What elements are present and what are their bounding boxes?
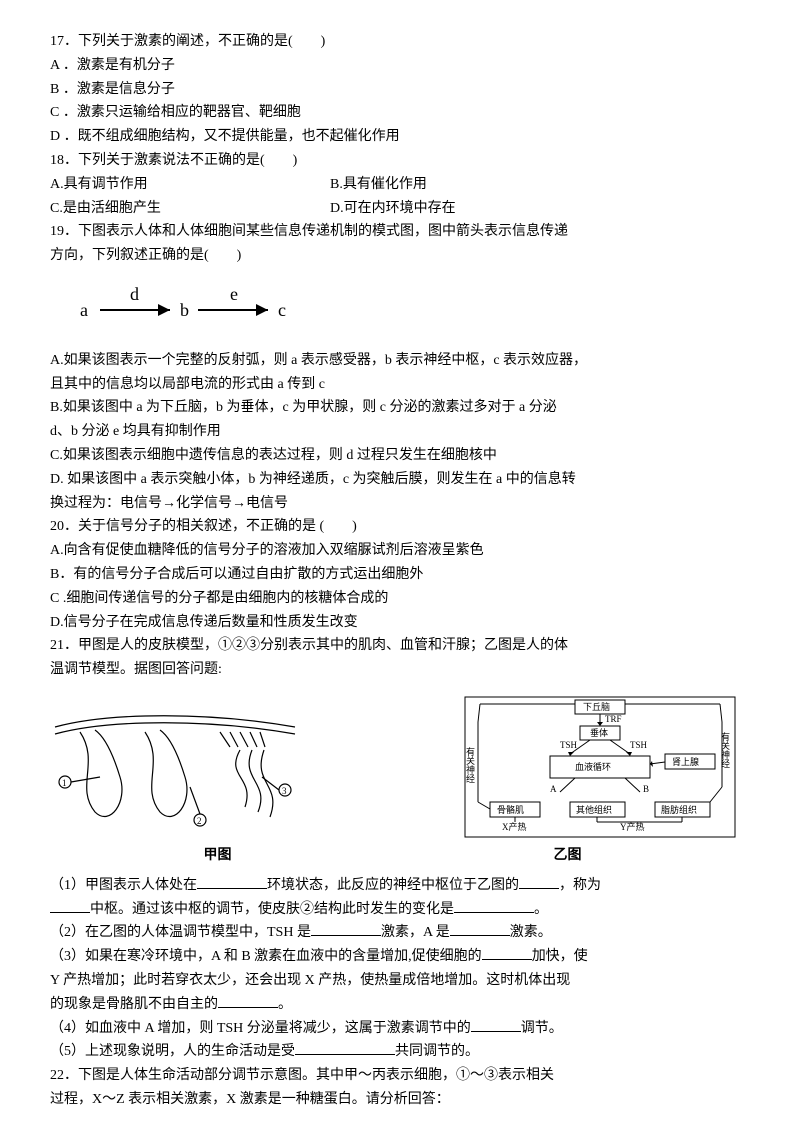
node-c: c <box>278 300 286 320</box>
q20-b: B．有的信号分子合成后可以通过自由扩散的方式运出细胞外 <box>50 563 750 587</box>
q17-b: B ．激素是信息分子 <box>50 78 750 102</box>
blank <box>50 899 90 913</box>
svg-text:骨骼肌: 骨骼肌 <box>497 804 524 815</box>
q21-p3-e: 。 <box>278 997 292 1012</box>
q21-p1-l1: （1）甲图表示人体处在 环境状态，此反应的神经中枢位于乙图的 ，称为 <box>50 874 750 898</box>
q17-d: D ．既不组成细胞结构，又不提供能量，也不起催化作用 <box>50 125 750 149</box>
q21-p1-l2: 中枢。通过该中枢的调节，使皮肤②结构此时发生的变化是 。 <box>50 898 750 922</box>
svg-text:垂体: 垂体 <box>590 727 608 738</box>
q21-p1-c: ，称为 <box>559 878 601 893</box>
q21-p5-b: 共同调节的。 <box>395 1044 479 1059</box>
blank <box>519 875 559 889</box>
q18-row-ab: A.具有调节作用B.具有催化作用 <box>50 173 750 197</box>
q21-p2: （2）在乙图的人体温调节模型中，TSH 是 激素，A 是 激素。 <box>50 921 750 945</box>
q18-a: A.具有调节作用 <box>50 173 330 197</box>
svg-text:A: A <box>550 784 557 794</box>
q21-p3-l2: Y 产热增加；此时若穿衣太少，还会出现 X 产热，使热量成倍地增加。这时机体出现 <box>50 969 750 993</box>
q21-p3-d: 的现象是骨胳肌不由自主的 <box>50 997 218 1012</box>
q21-figure-b: 下丘脑 TRF 垂体 TSH TSH 血液循环 肾上腺 有关神经 有关神经 A … <box>450 692 750 842</box>
svg-text:Y产热: Y产热 <box>620 821 645 832</box>
q19-a-1: A.如果该图表示一个完整的反射弧，则 a 表示感受器，b 表示神经中枢，c 表示… <box>50 349 750 373</box>
q18-d: D.可在内环境中存在 <box>330 197 456 221</box>
svg-text:TRF: TRF <box>605 714 622 724</box>
q21-captions: 甲图 乙图 <box>50 844 750 868</box>
node-a: a <box>80 300 88 320</box>
svg-text:1: 1 <box>62 778 67 788</box>
q19-d-2: 换过程为：电信号→化学信号→电信号 <box>50 492 750 516</box>
svg-text:肾上腺: 肾上腺 <box>672 756 699 767</box>
svg-text:血液循环: 血液循环 <box>575 761 611 772</box>
blank <box>454 899 534 913</box>
svg-text:2: 2 <box>197 816 202 826</box>
svg-text:有关神经: 有关神经 <box>465 746 475 783</box>
q21-p3-l3: 的现象是骨胳肌不由自主的 。 <box>50 993 750 1017</box>
q21-figures: 1 2 3 下丘脑 TRF 垂体 TSH TSH 血液循环 肾上腺 有关神经 <box>50 692 750 842</box>
svg-text:X产热: X产热 <box>502 821 527 832</box>
q20-a: A.向含有促使血糖降低的信号分子的溶液加入双缩脲试剂后溶液呈紫色 <box>50 539 750 563</box>
q19-d-1: D. 如果该图中 a 表示突触小体，b 为神经递质，c 为突触后膜，则发生在 a… <box>50 468 750 492</box>
svg-text:3: 3 <box>282 786 287 796</box>
q17-c: C ．激素只运输给相应的靶器官、靶细胞 <box>50 101 750 125</box>
q21-p2-a: （2）在乙图的人体温调节模型中，TSH 是 <box>50 925 311 940</box>
svg-text:TSH: TSH <box>630 740 648 750</box>
q22-l2: 过程，X～Z 表示相关激素，X 激素是一种糖蛋白。请分析回答： <box>50 1088 750 1112</box>
q21-p5-a: （5）上述现象说明，人的生命活动是受 <box>50 1044 295 1059</box>
blank <box>311 923 381 937</box>
q17-stem: 17．下列关于激素的阐述，不正确的是( ) <box>50 30 750 54</box>
blank <box>197 875 267 889</box>
q18-stem: 18．下列关于激素说法不正确的是( ) <box>50 149 750 173</box>
q21-p2-c: 激素。 <box>510 925 552 940</box>
q21-p1-e: 。 <box>534 902 548 917</box>
q18-c: C.是由活细胞产生 <box>50 197 330 221</box>
q20-stem: 20．关于信号分子的相关叙述，不正确的是 ( ) <box>50 515 750 539</box>
q21-p5: （5）上述现象说明，人的生命活动是受 共同调节的。 <box>50 1040 750 1064</box>
q21-stem-2: 温调节模型。据图回答问题: <box>50 658 750 682</box>
q19-b-2: d、b 分泌 e 均具有抑制作用 <box>50 420 750 444</box>
q21-figure-a: 1 2 3 <box>50 692 320 842</box>
caption-a: 甲图 <box>83 844 353 868</box>
q18-b: B.具有催化作用 <box>330 173 427 197</box>
q20-c: C .细胞间传递信号的分子都是由细胞内的核糖体合成的 <box>50 587 750 611</box>
q21-p1-b: 环境状态，此反应的神经中枢位于乙图的 <box>267 878 519 893</box>
q19-b-1: B.如果该图中 a 为下丘脑，b 为垂体，c 为甲状腺，则 c 分泌的激素过多对… <box>50 396 750 420</box>
q21-p3-b: 加快，使 <box>532 949 588 964</box>
svg-text:脂肪组织: 脂肪组织 <box>661 804 697 815</box>
q21-p4-a: （4）如血液中 A 增加，则 TSH 分泌量将减少，这属于激素调节中的 <box>50 1021 471 1036</box>
q21-p4: （4）如血液中 A 增加，则 TSH 分泌量将减少，这属于激素调节中的 调节。 <box>50 1017 750 1041</box>
node-b: b <box>180 300 189 320</box>
q21-p1-a: （1）甲图表示人体处在 <box>50 878 197 893</box>
svg-text:下丘脑: 下丘脑 <box>583 701 610 712</box>
q19-stem-2: 方向，下列叙述正确的是( ) <box>50 244 750 268</box>
blank <box>295 1042 395 1056</box>
blank <box>450 923 510 937</box>
caption-b: 乙图 <box>418 844 718 868</box>
q20-d: D.信号分子在完成信息传递后数量和性质发生改变 <box>50 611 750 635</box>
q21-stem-1: 21．甲图是人的皮肤模型，①②③分别表示其中的肌肉、血管和汗腺；乙图是人的体 <box>50 634 750 658</box>
svg-text:B: B <box>643 784 649 794</box>
q17-a: A ．激素是有机分子 <box>50 54 750 78</box>
blank <box>482 947 532 961</box>
q21-p3-l1: （3）如果在寒冷环境中，A 和 B 激素在血液中的含量增加,促使细胞的 加快，使 <box>50 945 750 969</box>
blank <box>218 994 278 1008</box>
q19-diagram: a d b e c <box>70 280 750 337</box>
q21-p1-d: 中枢。通过该中枢的调节，使皮肤②结构此时发生的变化是 <box>90 902 454 917</box>
q19-a-2: 且其中的信息均以局部电流的形式由 a 传到 c <box>50 373 750 397</box>
q22-l1: 22．下图是人体生命活动部分调节示意图。其中甲～丙表示细胞，①～③表示相关 <box>50 1064 750 1088</box>
edge-d: d <box>130 284 139 304</box>
svg-text:其他组织: 其他组织 <box>576 804 612 815</box>
q21-p4-b: 调节。 <box>521 1021 563 1036</box>
edge-e: e <box>230 284 238 304</box>
blank <box>471 1018 521 1032</box>
svg-text:TSH: TSH <box>560 740 578 750</box>
q19-c: C.如果该图表示细胞中遗传信息的表达过程，则 d 过程只发生在细胞核中 <box>50 444 750 468</box>
q18-row-cd: C.是由活细胞产生D.可在内环境中存在 <box>50 197 750 221</box>
q19-stem-1: 19．下图表示人体和人体细胞间某些信息传递机制的模式图，图中箭头表示信息传递 <box>50 220 750 244</box>
q21-p2-b: 激素，A 是 <box>381 925 450 940</box>
q21-p3-a: （3）如果在寒冷环境中，A 和 B 激素在血液中的含量增加,促使细胞的 <box>50 949 482 964</box>
